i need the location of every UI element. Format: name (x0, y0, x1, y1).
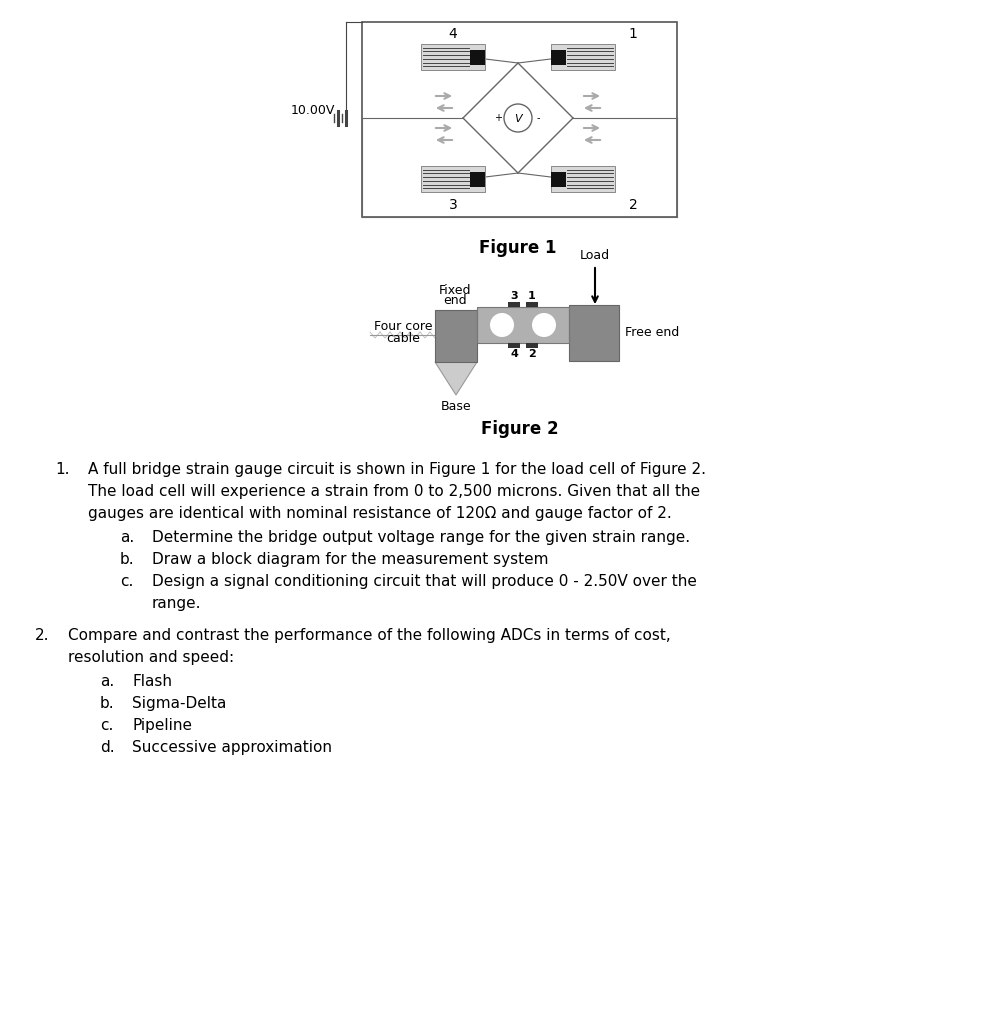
Bar (569, 305, 619, 361)
Bar (551, 44, 615, 70)
Bar (470, 49, 485, 65)
Text: b.: b. (100, 696, 115, 711)
Bar (526, 343, 538, 348)
Text: 2: 2 (629, 198, 638, 212)
Polygon shape (435, 362, 477, 395)
Text: Compare and contrast the performance of the following ADCs in terms of cost,: Compare and contrast the performance of … (68, 628, 671, 643)
Text: +: + (494, 113, 502, 123)
Text: end: end (443, 294, 467, 307)
Text: c.: c. (120, 574, 133, 589)
Bar (421, 44, 485, 70)
Bar (551, 49, 566, 65)
Text: Flash: Flash (132, 674, 172, 689)
Circle shape (532, 313, 556, 337)
Text: Fixed: Fixed (439, 284, 471, 297)
Text: 3: 3 (448, 198, 457, 212)
Text: 10.00V: 10.00V (291, 103, 336, 117)
Text: Figure 1: Figure 1 (480, 239, 557, 257)
Text: a.: a. (120, 530, 134, 545)
Text: Base: Base (440, 400, 471, 413)
Bar (551, 171, 566, 186)
Text: Successive approximation: Successive approximation (132, 740, 332, 755)
Bar (435, 310, 477, 362)
Text: Load: Load (580, 249, 610, 262)
Text: Sigma-Delta: Sigma-Delta (132, 696, 227, 711)
Text: resolution and speed:: resolution and speed: (68, 650, 234, 665)
Bar (526, 302, 538, 307)
Text: gauges are identical with nominal resistance of 120Ω and gauge factor of 2.: gauges are identical with nominal resist… (88, 506, 672, 521)
Text: 3: 3 (510, 291, 518, 301)
Text: A full bridge strain gauge circuit is shown in Figure 1 for the load cell of Fig: A full bridge strain gauge circuit is sh… (88, 462, 706, 477)
Text: Determine the bridge output voltage range for the given strain range.: Determine the bridge output voltage rang… (152, 530, 690, 545)
Text: V: V (514, 114, 522, 124)
Text: 2.: 2. (35, 628, 49, 643)
Bar (470, 171, 485, 186)
Text: Free end: Free end (625, 327, 679, 340)
Text: 4: 4 (448, 27, 457, 41)
Text: Pipeline: Pipeline (132, 718, 192, 733)
Text: 4: 4 (510, 349, 518, 359)
Text: cable: cable (387, 333, 420, 345)
Bar (477, 307, 569, 343)
Bar (362, 22, 677, 217)
Text: Figure 2: Figure 2 (482, 420, 559, 438)
Text: Design a signal conditioning circuit that will produce 0 - 2.50V over the: Design a signal conditioning circuit tha… (152, 574, 697, 589)
Text: Draw a block diagram for the measurement system: Draw a block diagram for the measurement… (152, 552, 548, 567)
Text: 2: 2 (528, 349, 536, 359)
Circle shape (504, 104, 532, 132)
Text: 1: 1 (528, 291, 536, 301)
Text: 1: 1 (629, 27, 638, 41)
Text: a.: a. (100, 674, 114, 689)
Text: 1.: 1. (55, 462, 70, 477)
Bar (508, 343, 520, 348)
Text: -: - (537, 113, 540, 123)
Text: b.: b. (120, 552, 134, 567)
Text: c.: c. (100, 718, 114, 733)
Bar (421, 166, 485, 193)
Text: range.: range. (152, 596, 201, 611)
Bar (551, 166, 615, 193)
Bar (508, 302, 520, 307)
Text: The load cell will experience a strain from 0 to 2,500 microns. Given that all t: The load cell will experience a strain f… (88, 484, 700, 499)
Bar (477, 307, 569, 343)
Circle shape (490, 313, 514, 337)
Text: d.: d. (100, 740, 115, 755)
Text: Four core: Four core (374, 321, 433, 334)
